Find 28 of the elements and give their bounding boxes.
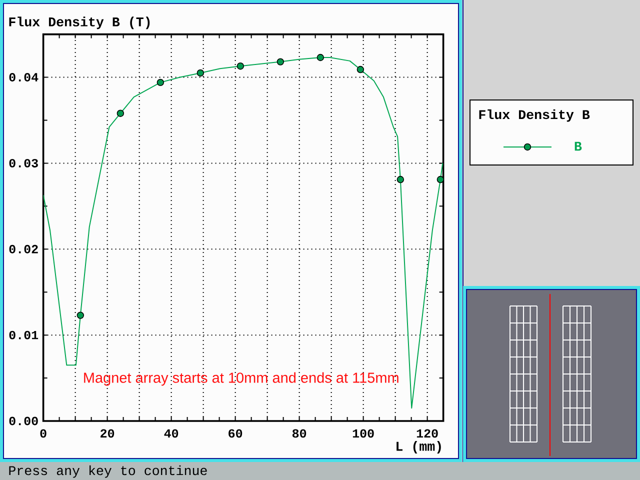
x-tick-label: 20: [100, 429, 114, 438]
y-tick-label: 0.02: [9, 244, 38, 254]
x-tick-label: 40: [164, 429, 178, 438]
text: Press any key to continue: [9, 465, 207, 478]
point: [396, 176, 404, 184]
legend-label: B: [574, 142, 582, 151]
y-tick-label: 0.04: [9, 73, 38, 82]
legend-title: Flux Density B: [479, 109, 590, 122]
x-tick-label: 80: [292, 429, 306, 438]
x-axis-title: L (mm): [396, 441, 441, 454]
point: [356, 66, 364, 74]
point: [316, 54, 324, 62]
point: [156, 78, 164, 86]
y-tick-label: 0.03: [9, 158, 38, 168]
x-tick-label: 60: [228, 429, 242, 438]
x-tick-label: 100: [352, 429, 374, 438]
point: [436, 176, 444, 184]
annotation: Magnet array starts at 10mm and ends at 115mm: [84, 372, 398, 386]
y-tick-label: 0.01: [9, 330, 38, 340]
y-tick-label: 0.00: [9, 416, 38, 426]
point: [196, 69, 204, 77]
point: [76, 312, 84, 319]
point: [276, 58, 284, 66]
x-tick-label: 120: [416, 429, 438, 438]
y-axis-title: Flux Density B (T): [9, 16, 150, 30]
point: [236, 62, 244, 70]
point: [116, 110, 124, 117]
x-tick-label: 0: [40, 429, 46, 438]
